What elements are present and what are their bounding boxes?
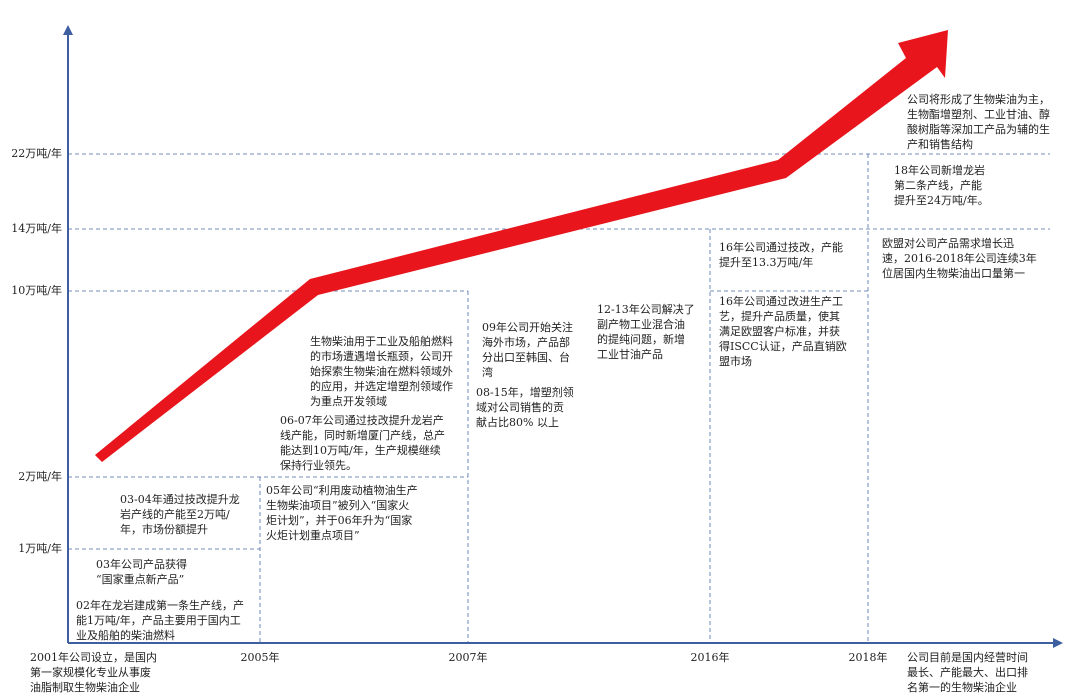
annotation-09: 09年公司开始关注 海外市场，产品部 分出口至韩国、台 湾 — [482, 321, 573, 379]
annotation-future: 公司将形成了生物柴油为主， 生物酯增塑剂、工业甘油、醇 酸树脂等深加工产品为辅的… — [907, 93, 1050, 151]
x-label-2007: 2007年 — [448, 651, 488, 664]
annotation-03-04: 03-04年通过技改提升龙 岩产线的产能至2万吨/ 年，市场份额提升 — [120, 493, 240, 536]
annotation-03: 03年公司产品获得 “国家重点新产品” — [96, 558, 187, 586]
annotation-market: 生物柴油用于工业及船舶燃料 的市场遭遇增长瓶颈，公司开 始探索生物柴油在燃料领域… — [310, 335, 453, 408]
x-label-2018: 2018年 — [848, 651, 888, 664]
y-label-22: 22万吨/年 — [11, 147, 62, 160]
y-label-10: 10万吨/年 — [11, 284, 62, 297]
annotation-2001: 2001年公司设立，是国内 第一家规模化专业从事废 油脂制取生物柴油企业 — [30, 651, 157, 694]
annotation-12-13: 12-13年公司解决了 副产物工业混合油 的提纯问题，新增 工业甘油产品 — [597, 303, 695, 361]
annotation-16b: 16年公司通过改进生产工 艺，提升产品质量，使其 满足欧盟客户标准，并获 得IS… — [719, 295, 847, 368]
x-label-2005: 2005年 — [240, 651, 280, 664]
y-label-1: 1万吨/年 — [18, 542, 62, 555]
annotation-05: 05年公司“利用废动植物油生产 生物柴油项目”被列入“国家火 炬计划”，并于06… — [266, 484, 418, 542]
annotation-now: 公司目前是国内经营时间 最长、产能最大、出口排 名第一的生物柴油企业 — [907, 651, 1028, 694]
x-label-2016: 2016年 — [690, 651, 730, 664]
y-label-14: 14万吨/年 — [11, 222, 62, 235]
annotation-18: 18年公司新增龙岩 第二条产线，产能 提升至24万吨/年。 — [894, 164, 989, 207]
annotation-08-15: 08-15年，增塑剂领 域对公司销售的贡 献占比80% 以上 — [476, 386, 574, 429]
annotation-06-07: 06-07年公司通过技改提升龙岩产 线产能，同时新增厦门产线，总产 能达到10万… — [280, 414, 445, 472]
annotation-16a: 16年公司通过技改，产能 提升至13.3万吨/年 — [719, 241, 843, 269]
y-label-2: 2万吨/年 — [18, 470, 62, 483]
annotation-eu: 欧盟对公司产品需求增长迅 速，2016-2018年公司连续3年 位居国内生物柴油… — [882, 237, 1037, 280]
annotation-02: 02年在龙岩建成第一条生产线，产 能1万吨/年，产品主要用于国内工 业及船舶的柴… — [76, 599, 244, 642]
